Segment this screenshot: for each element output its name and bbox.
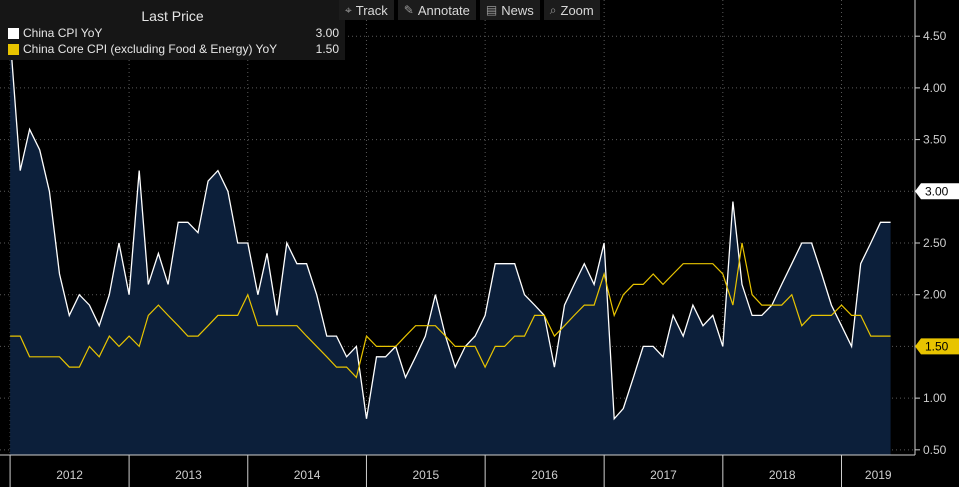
legend-swatch-yellow <box>8 43 19 55</box>
last-value-label: 1.50 <box>925 339 949 353</box>
x-tick-label: 2015 <box>412 468 439 482</box>
legend-item-china-cpi[interactable]: China CPI YoY <box>8 26 102 40</box>
cpi-area-fill <box>10 36 891 455</box>
track-label: Track <box>355 2 388 18</box>
x-tick-label: 2012 <box>56 468 83 482</box>
magnifier-icon: ⌕ <box>549 2 557 17</box>
x-tick-label: 2016 <box>531 468 558 482</box>
legend-item-china-core-cpi[interactable]: China Core CPI (excluding Food & Energy)… <box>8 42 277 56</box>
zoom-button[interactable]: ⌕ Zoom <box>543 0 600 20</box>
track-button[interactable]: ⌖ Track <box>339 0 394 20</box>
legend-value: 1.50 <box>315 42 339 56</box>
y-tick-label: 3.50 <box>923 133 947 147</box>
legend-panel: Last Price China CPI YoY 3.00 China Core… <box>0 0 345 60</box>
chart-toolbar: ⌖ Track ✎ Annotate ▤ News ⌕ Zoom <box>339 0 600 20</box>
last-value-tag <box>915 183 959 200</box>
y-tick-label: 2.00 <box>923 288 947 302</box>
x-tick-label: 2018 <box>769 468 796 482</box>
zoom-label: Zoom <box>560 2 594 18</box>
legend-value: 3.00 <box>315 26 339 40</box>
legend-label: China CPI YoY <box>23 26 103 40</box>
last-value-tags: 3.00 1.50 <box>915 183 959 355</box>
news-button[interactable]: ▤ News <box>479 0 540 20</box>
x-tick-label: 2014 <box>294 468 321 482</box>
y-axis-ticks: 0.50 1.00 1.50 2.00 2.50 3.00 3.50 4.00 4.50 <box>915 29 947 457</box>
pencil-icon: ✎ <box>403 3 414 17</box>
x-tick-label: 2017 <box>650 468 677 482</box>
y-tick-label: 0.50 <box>923 443 947 457</box>
last-value-tag <box>915 338 959 355</box>
y-tick-label: 2.50 <box>923 236 947 250</box>
annotate-button[interactable]: ✎ Annotate <box>397 0 476 20</box>
news-label: News <box>501 2 534 18</box>
x-tick-label: 2019 <box>865 468 892 482</box>
annotate-label: Annotate <box>417 2 470 18</box>
legend-title: Last Price <box>141 8 204 24</box>
y-tick-label: 4.50 <box>923 29 947 43</box>
x-tick-label: 2013 <box>175 468 202 482</box>
legend-swatch-white <box>8 27 19 39</box>
y-tick-label: 1.00 <box>923 391 947 405</box>
x-axis-ticks: 2012 2013 2014 2015 2016 2017 2018 2019 <box>9 455 892 487</box>
series-line-china-cpi <box>9 36 891 421</box>
crosshair-icon: ⌖ <box>345 2 352 17</box>
last-value-label: 3.00 <box>925 184 949 198</box>
legend-label: China Core CPI (excluding Food & Energy)… <box>23 42 278 56</box>
y-tick-label: 4.00 <box>923 81 947 95</box>
series-line-china-core-cpi <box>10 242 891 379</box>
news-icon: ▤ <box>485 3 498 17</box>
